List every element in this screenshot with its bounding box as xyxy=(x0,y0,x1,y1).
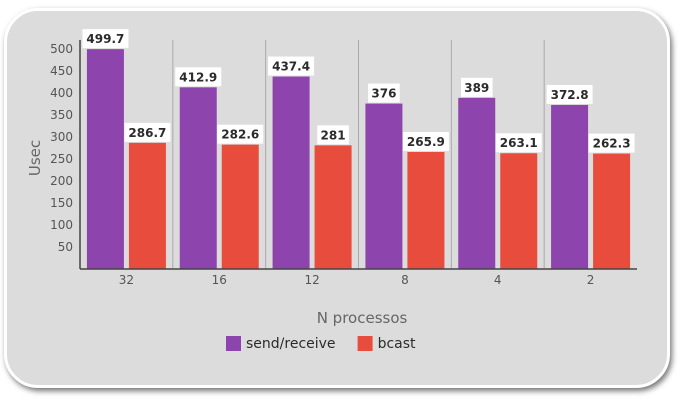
data-label: 263.1 xyxy=(500,136,538,150)
data-label-box xyxy=(588,133,635,153)
data-label-box xyxy=(460,77,493,97)
x-axis-title: N processos xyxy=(317,309,408,327)
bar-send-receive xyxy=(458,97,496,269)
y-tick-label: 150 xyxy=(50,196,73,210)
y-tick-label: 450 xyxy=(50,64,73,78)
data-label-box xyxy=(82,29,129,49)
y-tick-label: 300 xyxy=(50,130,73,144)
x-tick-label: 16 xyxy=(212,273,227,287)
bar-send-receive xyxy=(179,87,217,269)
y-tick-label: 100 xyxy=(50,218,73,232)
x-tick-label: 4 xyxy=(494,273,502,287)
legend-swatch xyxy=(226,336,241,351)
data-label-box xyxy=(317,125,349,145)
legend-swatch xyxy=(357,336,373,351)
bars xyxy=(86,49,631,269)
grid-lines xyxy=(172,40,545,269)
data-label: 262.3 xyxy=(593,137,631,151)
data-label-box xyxy=(495,133,542,153)
data-label-box xyxy=(175,67,222,87)
x-tick-label: 8 xyxy=(401,273,409,287)
y-tick-label: 200 xyxy=(50,174,73,188)
data-label-box xyxy=(217,124,264,144)
x-tick-label: 2 xyxy=(587,273,595,287)
data-labels: 499.7 286.7 412.9 282.6 437.4 281 376 265.9 389 2… xyxy=(82,29,635,153)
x-tick-label: 32 xyxy=(119,273,134,287)
x-tick-label: 12 xyxy=(304,273,319,287)
data-label: 499.7 xyxy=(86,32,124,46)
data-label-box xyxy=(402,132,449,152)
data-label-box xyxy=(124,122,171,142)
y-axis-title: Usec xyxy=(26,140,44,176)
y-tick-label: 400 xyxy=(50,86,73,100)
legend: send/receive bcast xyxy=(226,336,416,352)
data-label: 372.8 xyxy=(551,88,589,102)
data-label: 412.9 xyxy=(179,70,217,84)
y-tick-label: 250 xyxy=(50,152,73,166)
y-tick-label: 50 xyxy=(58,240,73,254)
bar-bcast xyxy=(221,144,259,269)
data-label: 437.4 xyxy=(272,60,310,74)
legend-label: bcast xyxy=(378,336,416,352)
data-label: 286.7 xyxy=(128,126,166,140)
bar-bcast xyxy=(314,145,352,269)
bar-bcast xyxy=(407,152,445,269)
data-label: 389 xyxy=(464,81,489,95)
y-tick-label: 500 xyxy=(50,42,73,56)
data-label: 376 xyxy=(371,87,396,101)
data-label-box xyxy=(368,83,400,103)
bar-bcast xyxy=(500,153,538,269)
bar-send-receive xyxy=(551,104,589,269)
data-label: 282.6 xyxy=(221,128,259,142)
bar-send-receive xyxy=(365,103,403,269)
data-label: 281 xyxy=(321,128,346,142)
data-label-box xyxy=(268,56,315,76)
bar-bcast xyxy=(128,142,166,269)
legend-label: send/receive xyxy=(246,336,336,352)
bar-send-receive xyxy=(272,76,310,269)
bar-send-receive xyxy=(86,49,124,269)
bar-bcast xyxy=(593,153,631,269)
data-label-box xyxy=(546,84,593,104)
y-tick-label: 350 xyxy=(50,108,73,122)
data-label: 265.9 xyxy=(407,135,445,149)
axes: 50 100 150 200 250 300 350 400 450 500 32 16 12 8 4 2 xyxy=(50,40,637,287)
